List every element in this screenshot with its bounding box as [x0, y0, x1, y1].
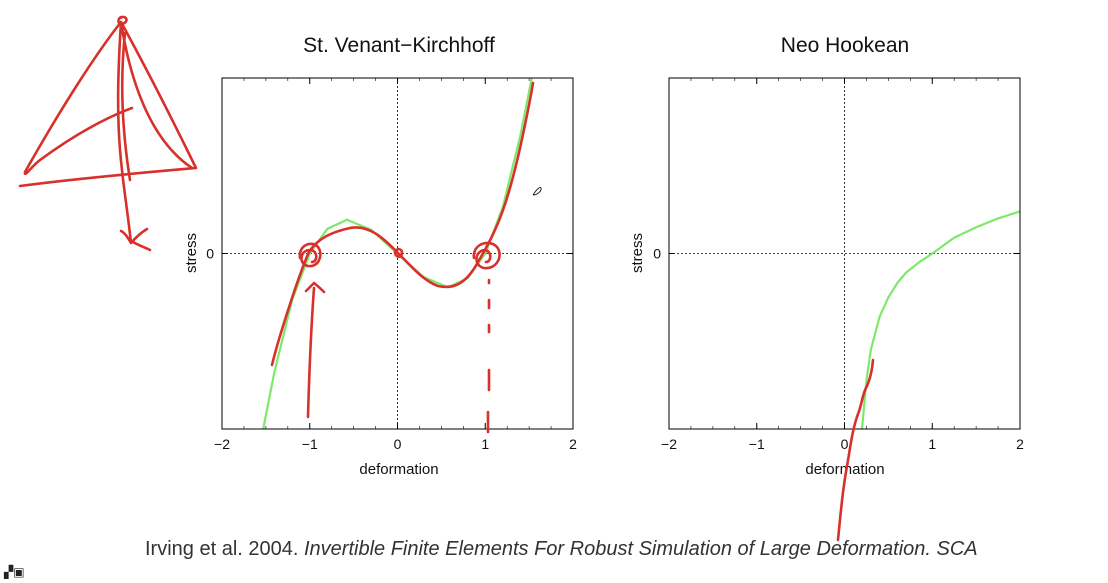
x-tick-label: −2: [661, 436, 677, 452]
caption-italic: Invertible Finite Elements For Robust Si…: [303, 538, 978, 560]
x-tick-label: 1: [928, 436, 936, 452]
x-axis-label: deformation: [359, 461, 438, 478]
ink-traced-curve-neo: [836, 358, 875, 542]
ink-circle-minus-one: [298, 242, 322, 268]
x-tick-label: 2: [1016, 436, 1024, 452]
plot-frame: [221, 77, 574, 430]
caption-plain: Irving et al. 2004.: [145, 538, 304, 560]
y-tick-label: 0: [206, 246, 214, 262]
chart-svk: St. Venant−Kirchhoff −2 −1 0 1 2 0 deformatio…: [183, 34, 577, 478]
ink-arrow-up: [304, 281, 326, 419]
x-tick-label: −2: [214, 436, 230, 452]
y-axis-label: stress: [183, 233, 200, 273]
qr-code-icon: ▞▣: [4, 565, 25, 579]
x-axis-label: deformation: [805, 461, 884, 478]
series-line: [860, 210, 1021, 430]
plot-frame: [668, 77, 1021, 430]
y-axis-label: stress: [629, 233, 646, 273]
plot-area: −2 −1 0 1 2 0: [653, 77, 1024, 452]
plot-area: −2 −1 0 1 2 0: [206, 77, 577, 452]
x-tick-label: 1: [481, 436, 489, 452]
citation-caption: Irving et al. 2004. Invertible Finite El…: [145, 538, 978, 561]
chart-title: Neo Hookean: [781, 34, 909, 57]
ink-triangle-sketch: [18, 15, 198, 252]
ink-traced-curve-svk: [270, 81, 535, 367]
y-tick-label: 0: [653, 246, 661, 262]
x-tick-label: 0: [841, 436, 849, 452]
x-tick-label: 2: [569, 436, 577, 452]
ink-dot-zero: [393, 247, 404, 259]
ink-dashed-line: [486, 278, 491, 434]
x-tick-label: −1: [749, 436, 765, 452]
chart-title: St. Venant−Kirchhoff: [303, 34, 495, 57]
x-tick-label: −1: [302, 436, 318, 452]
ink-small-loop: [532, 187, 542, 196]
ink-circle-plus-one: [472, 241, 501, 270]
chart-neo-hookean: Neo Hookean −2 −1 0 1 2 0 deformation stress: [629, 34, 1024, 478]
x-tick-label: 0: [394, 436, 402, 452]
ink-annotations: [18, 15, 875, 542]
